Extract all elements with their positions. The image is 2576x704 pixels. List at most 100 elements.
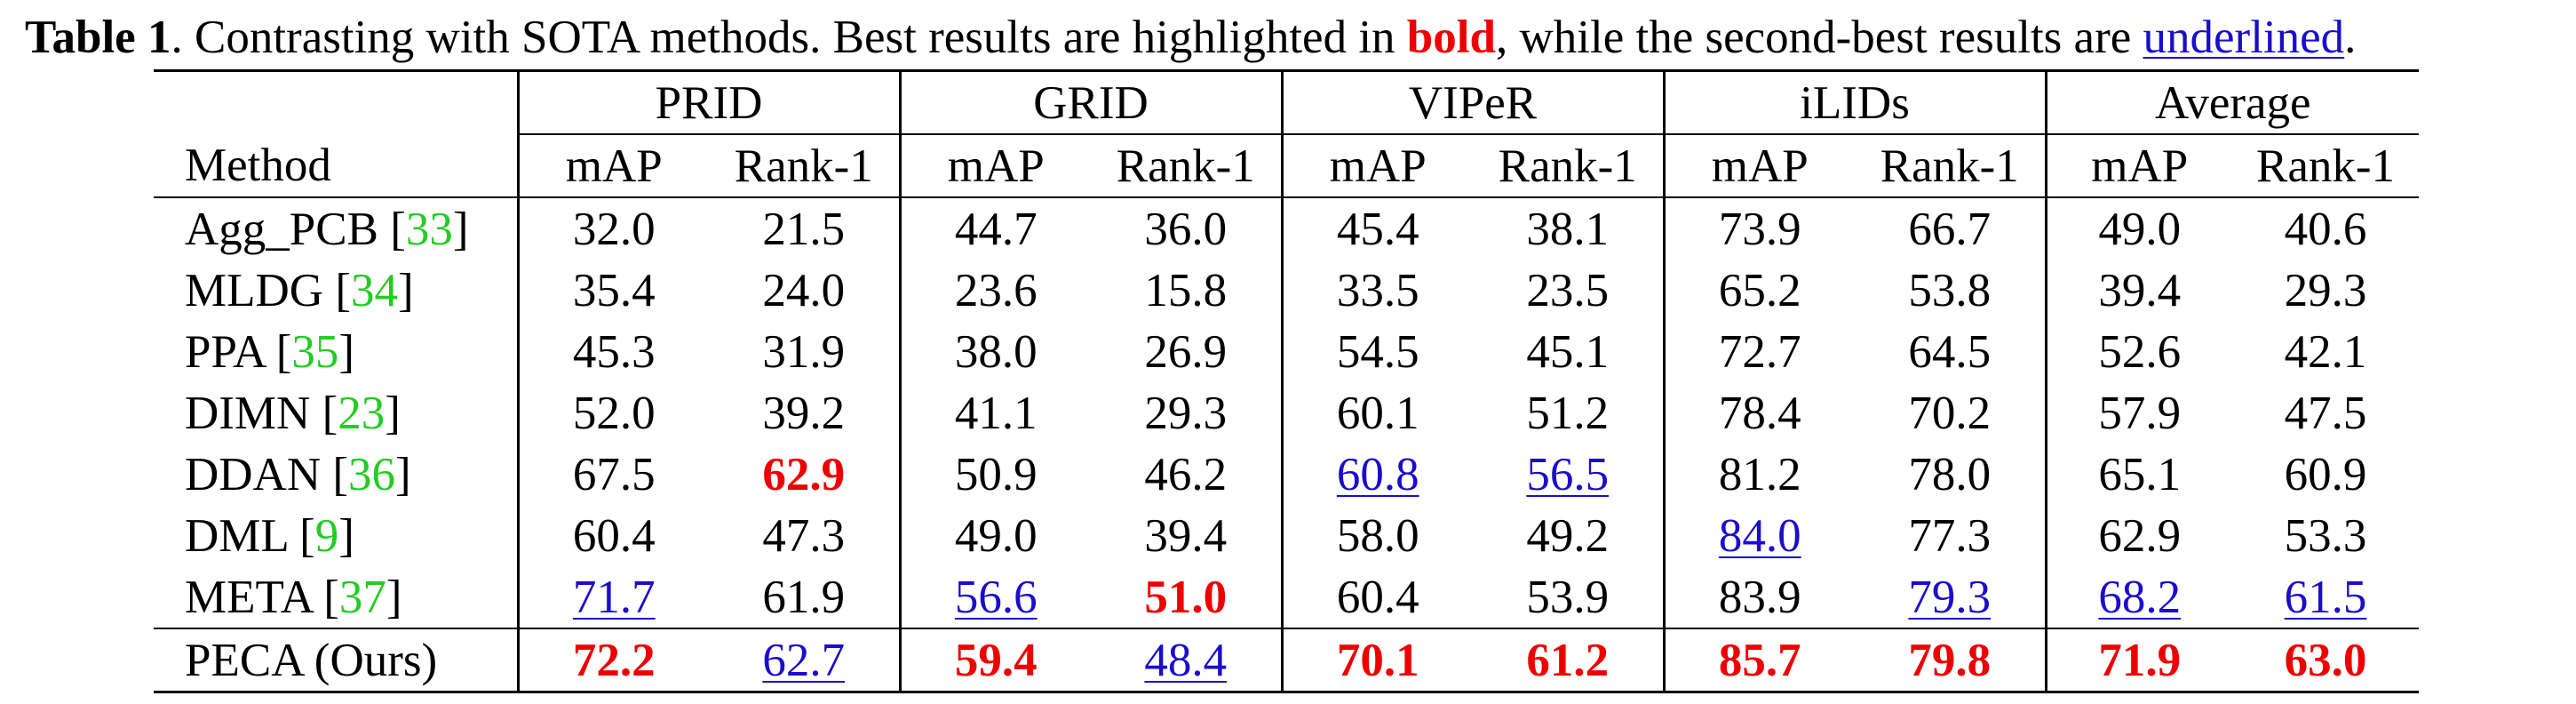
score-cell: 81.2 <box>1662 444 1856 505</box>
score-value: 44.7 <box>954 203 1038 255</box>
score-cell: 83.9 <box>1662 566 1856 628</box>
score-cell: 56.5 <box>1473 444 1664 505</box>
score-cell: 35.4 <box>516 260 709 321</box>
score-cell: 58.0 <box>1280 505 1474 566</box>
score-value: 49.0 <box>954 509 1038 562</box>
score-cell: 64.5 <box>1855 321 2046 382</box>
method-name-cell: MLDG [34] <box>185 264 414 316</box>
score-value: 78.4 <box>1718 387 1801 439</box>
method-name: MLDG <box>185 264 324 316</box>
score-value: 38.0 <box>954 325 1038 378</box>
score-cell: 50.9 <box>898 444 1092 505</box>
citation-link[interactable]: 9 <box>314 509 339 562</box>
score-value: 57.9 <box>2098 387 2182 439</box>
score-value: 47.3 <box>762 509 846 562</box>
score-cell: 71.7 <box>516 566 709 628</box>
citation-link[interactable]: 34 <box>350 264 398 316</box>
method-name-cell: META [37] <box>185 571 402 623</box>
metric-header-map: mAP <box>516 134 709 198</box>
score-cell: 45.4 <box>1280 197 1474 260</box>
score-value: 73.9 <box>1718 203 1801 255</box>
best-score: 59.4 <box>954 634 1038 686</box>
method-name-cell: DML [9] <box>185 509 354 562</box>
score-value: 52.6 <box>2098 325 2182 378</box>
citation-link[interactable]: 33 <box>405 203 453 255</box>
score-cell: 65.2 <box>1662 260 1856 321</box>
score-cell: 52.0 <box>516 382 709 444</box>
score-value: 29.3 <box>2284 264 2367 316</box>
score-value: 41.1 <box>954 387 1038 439</box>
score-value: 78.0 <box>1908 448 1992 500</box>
table-body: Agg_PCB [33] 32.0 21.5 44.7 36.0 45.4 38.1 73.9… <box>154 197 2420 693</box>
score-cell: 61.5 <box>2232 566 2419 628</box>
caption-underlined-word: underlined <box>2143 12 2345 63</box>
metric-header-rank1: Rank-1 <box>2232 134 2420 198</box>
second-best-score: 56.6 <box>954 571 1038 623</box>
best-score: 51.0 <box>1144 571 1228 623</box>
score-value: 65.2 <box>1718 264 1801 316</box>
score-cell: 84.0 <box>1662 505 1856 566</box>
method-name-cell: Agg_PCB [33] <box>185 203 469 255</box>
score-cell: 41.1 <box>898 382 1092 444</box>
score-cell: 60.4 <box>1280 566 1474 628</box>
metric-header-rank1: Rank-1 <box>1091 134 1283 198</box>
score-cell: 48.4 <box>1091 628 1283 693</box>
score-value: 45.3 <box>572 325 656 378</box>
table-row: META [37] 71.7 61.9 56.6 51.0 60.4 53.9 83.9 79.… <box>154 566 2419 628</box>
dataset-header-grid: GRID <box>898 69 1283 135</box>
method-name: DDAN <box>185 448 322 500</box>
score-cell: 70.1 <box>1280 628 1474 693</box>
score-cell: 62.9 <box>2044 505 2233 566</box>
results-table: PRID GRID VIPeR iLIDs Average Method mAP… <box>154 69 2420 693</box>
score-value: 45.4 <box>1336 203 1419 255</box>
score-value: 60.1 <box>1336 387 1419 439</box>
score-cell: 31.9 <box>709 321 900 382</box>
score-cell: 63.0 <box>2232 628 2420 693</box>
score-cell: 32.0 <box>516 197 709 260</box>
table-row: PECA (Ours) 72.2 62.7 59.4 48.4 70.1 61.2 85.7 7… <box>154 628 2420 693</box>
caption-bold-word: bold <box>1406 12 1496 63</box>
score-value: 72.7 <box>1718 325 1801 378</box>
score-cell: 39.4 <box>1091 505 1282 566</box>
score-cell: 70.2 <box>1855 382 2046 444</box>
score-cell: 56.6 <box>898 566 1092 628</box>
citation-link[interactable]: 36 <box>348 448 396 500</box>
score-cell: 29.3 <box>1091 382 1282 444</box>
score-cell: 29.3 <box>2232 260 2419 321</box>
table-row: PPA [35] 45.3 31.9 38.0 26.9 54.5 45.1 72.7 64.5… <box>154 321 2419 382</box>
score-value: 53.8 <box>1908 264 1992 316</box>
second-best-score: 71.7 <box>572 571 656 623</box>
score-cell: 85.7 <box>1662 628 1856 693</box>
score-cell: 38.0 <box>898 321 1092 382</box>
method-name-cell: PECA (Ours) <box>154 628 518 693</box>
citation-link[interactable]: 37 <box>338 571 386 623</box>
score-cell: 54.5 <box>1280 321 1474 382</box>
score-cell: 78.0 <box>1855 444 2046 505</box>
score-cell: 33.5 <box>1280 260 1474 321</box>
score-cell: 44.7 <box>898 197 1092 260</box>
score-cell: 62.7 <box>709 628 901 693</box>
best-score: 72.2 <box>572 634 656 686</box>
score-value: 65.1 <box>2098 448 2182 500</box>
best-score: 79.8 <box>1908 634 1992 686</box>
score-cell: 51.0 <box>1091 566 1282 628</box>
metric-header-rank1: Rank-1 <box>1855 134 2047 198</box>
score-cell: 61.9 <box>709 566 900 628</box>
citation-link[interactable]: 23 <box>338 387 386 439</box>
caption-text: . Contrasting with SOTA methods. Best re… <box>171 12 1407 63</box>
second-best-score: 61.5 <box>2284 571 2367 623</box>
score-value: 32.0 <box>572 203 656 255</box>
score-cell: 60.9 <box>2232 444 2419 505</box>
citation-link[interactable]: 35 <box>291 325 339 378</box>
table-caption: Table 1. Contrasting with SOTA methods. … <box>25 5 2565 69</box>
score-value: 52.0 <box>572 387 656 439</box>
score-cell: 73.9 <box>1662 197 1856 260</box>
score-cell: 45.1 <box>1473 321 1664 382</box>
score-cell: 62.9 <box>709 444 900 505</box>
score-cell: 78.4 <box>1662 382 1856 444</box>
dataset-header-viper: VIPeR <box>1280 69 1665 135</box>
score-value: 51.2 <box>1526 387 1610 439</box>
header-empty-cell <box>154 69 518 134</box>
score-cell: 39.2 <box>709 382 900 444</box>
method-name-cell: DIMN [23] <box>185 387 401 439</box>
